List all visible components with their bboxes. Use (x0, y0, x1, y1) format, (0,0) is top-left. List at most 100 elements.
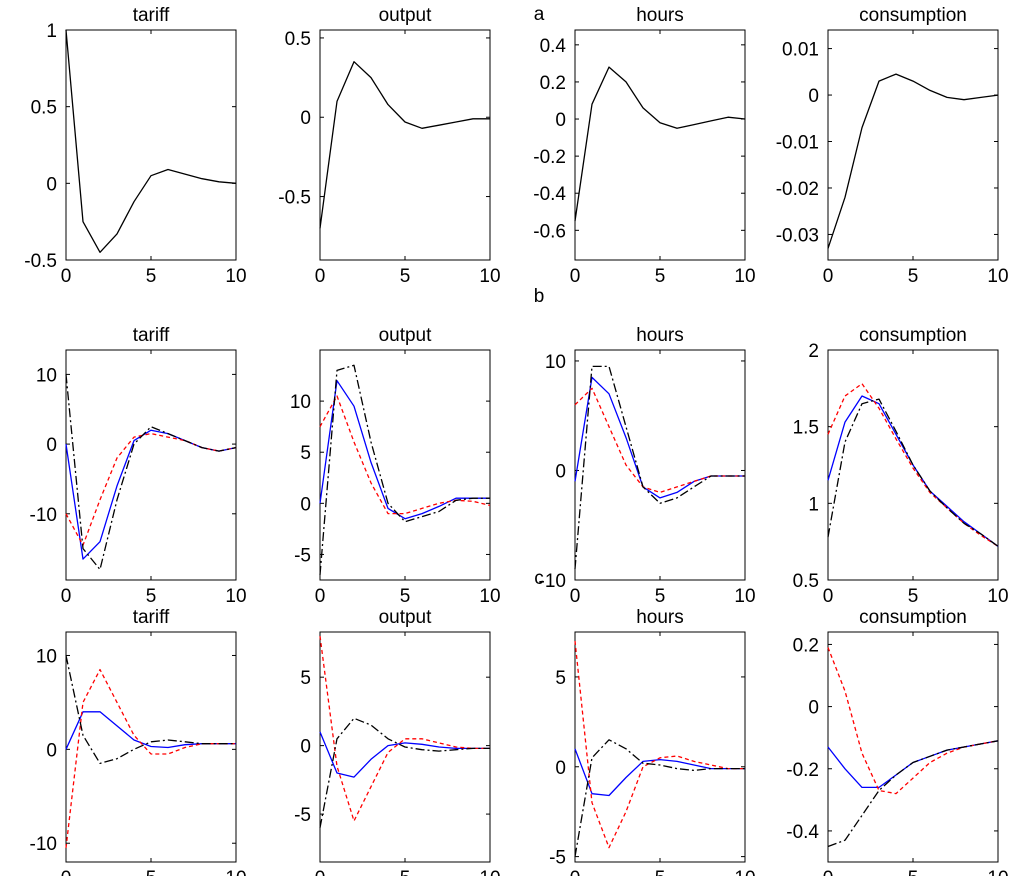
x-tick-label: 10 (225, 868, 246, 876)
series-line-black (574, 365, 745, 570)
x-tick-label: 0 (570, 586, 581, 607)
row-label-b: b (534, 286, 545, 307)
x-tick-label: 0 (315, 266, 326, 287)
y-tick-label: -0.5 (278, 188, 311, 209)
x-tick-label: 10 (734, 586, 755, 607)
series-line-blue (827, 395, 999, 547)
panel-title: consumption (859, 325, 967, 346)
panel-title: output (379, 325, 433, 346)
series-line-blue (827, 740, 999, 789)
y-tick-label: 0 (300, 108, 311, 129)
y-tick-label: 0 (808, 86, 819, 107)
series-line-black (574, 739, 745, 857)
row-label-a: a (534, 4, 545, 25)
y-tick-label: -0.2 (786, 760, 819, 781)
x-tick-label: 10 (479, 868, 500, 876)
panel-title: hours (636, 607, 684, 628)
x-tick-label: 0 (61, 868, 72, 876)
series-line-black (574, 66, 746, 222)
series-line-blue (319, 731, 490, 778)
axes-box (65, 349, 237, 581)
series-line-blue (319, 380, 490, 520)
y-tick-label: -0.4 (533, 184, 566, 205)
series-line-blue (574, 376, 745, 499)
row-label-c: c (534, 568, 544, 589)
y-tick-label: -5 (294, 805, 311, 826)
series-line-red (827, 383, 999, 547)
x-tick-label: 5 (146, 586, 157, 607)
y-tick-label: 0 (300, 737, 311, 758)
y-tick-label: 0 (46, 740, 57, 761)
y-tick-label: 0.4 (540, 36, 567, 57)
x-tick-label: 10 (225, 266, 246, 287)
x-tick-label: 5 (655, 868, 666, 876)
panel-title: output (379, 607, 433, 628)
y-tick-label: -0.6 (533, 221, 566, 242)
series-line-black (827, 398, 999, 547)
panel-b-tariff: tariff 0 5 10 -10 0 10 (30, 325, 247, 607)
y-tick-label: -5 (549, 848, 566, 869)
y-tick-label: -0.2 (533, 147, 566, 168)
x-tick-label: 5 (908, 266, 919, 287)
y-tick-label: -0.03 (776, 225, 819, 246)
axes-box (574, 631, 746, 863)
panel-a-hours: hours 0 5 10 -0.6 -0.4 -0.2 0 0.2 0.4 (533, 5, 755, 287)
y-tick-label: 0 (808, 698, 819, 719)
x-tick-label: 0 (570, 868, 581, 876)
y-tick-label: -10 (30, 834, 57, 855)
x-tick-label: 5 (400, 868, 411, 876)
panel-a-consumption: consumption 0 5 10 -0.03 -0.02 -0.01 0 0.01 (776, 5, 1009, 287)
x-tick-label: 10 (987, 266, 1008, 287)
axes-box (319, 29, 491, 261)
series-line-black (319, 364, 490, 575)
x-tick-label: 0 (570, 266, 581, 287)
y-tick-label: 5 (300, 668, 311, 689)
y-tick-label: 0.2 (793, 635, 819, 656)
x-tick-label: 0 (823, 868, 834, 876)
series-line-red (827, 647, 999, 795)
series-line-red (319, 395, 491, 515)
series-line-blue (574, 748, 745, 797)
y-tick-label: 10 (545, 352, 566, 373)
x-tick-label: 5 (655, 586, 666, 607)
axes-box (574, 29, 746, 261)
panel-title: output (379, 5, 433, 26)
x-tick-label: 10 (987, 868, 1008, 876)
x-tick-label: 0 (61, 266, 72, 287)
x-tick-label: 5 (146, 868, 157, 876)
y-tick-label: 5 (555, 668, 566, 689)
x-tick-label: 10 (734, 868, 755, 876)
y-tick-label: 1 (808, 494, 819, 515)
x-tick-label: 10 (987, 586, 1008, 607)
panel-title: tariff (133, 325, 170, 346)
axes-box (319, 349, 491, 581)
x-tick-label: 5 (400, 266, 411, 287)
y-tick-label: -0.5 (24, 251, 57, 272)
x-tick-label: 10 (734, 266, 755, 287)
y-tick-label: -0.4 (786, 822, 819, 843)
series-line-red (574, 640, 745, 849)
y-tick-label: 0 (46, 435, 57, 456)
series-line-black (827, 740, 999, 848)
panel-title: hours (636, 5, 684, 26)
x-tick-label: 5 (655, 266, 666, 287)
series-line-black (65, 374, 237, 571)
series-line-black (827, 73, 999, 249)
series-line-black (319, 717, 490, 828)
panel-c-output: output 0 5 10 -5 0 5 (294, 607, 500, 876)
x-tick-label: 0 (315, 586, 326, 607)
y-tick-label: 2 (808, 341, 819, 362)
panel-title: tariff (133, 5, 170, 26)
y-tick-label: 0.5 (31, 98, 57, 119)
y-tick-label: 0.5 (793, 571, 819, 592)
series-line-black (319, 61, 490, 229)
y-tick-label: 10 (36, 365, 57, 386)
panel-c-tariff: tariff 0 5 10 -10 0 10 (30, 607, 247, 876)
panel-b-consumption: consumption 0 5 10 0.5 1 1.5 2 (793, 325, 1009, 607)
axes-box (65, 29, 237, 261)
x-tick-label: 5 (908, 868, 919, 876)
